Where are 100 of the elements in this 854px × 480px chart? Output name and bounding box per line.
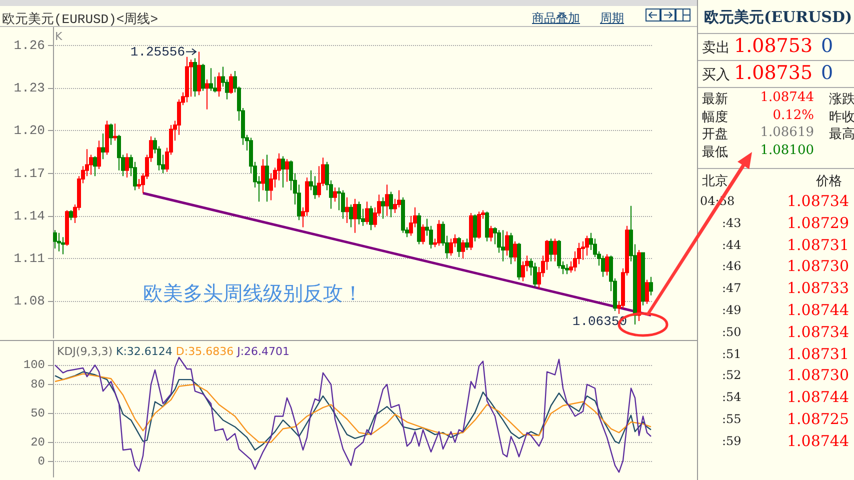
candlestick (509, 232, 513, 265)
text: D:35.6836 (176, 345, 235, 358)
text: :52 (722, 368, 742, 382)
candlestick (57, 232, 61, 252)
text: 幅度 (702, 108, 728, 126)
candlestick (365, 201, 369, 225)
candlestick (513, 240, 517, 262)
candlestick (345, 196, 349, 224)
candlestick (489, 225, 493, 242)
y-tick-label: 100 (23, 358, 45, 372)
y-tick-label: 20 (30, 435, 45, 450)
candlestick (505, 230, 509, 256)
text: 1.08100 (760, 142, 814, 158)
text: :43 (722, 216, 742, 230)
candlestick (465, 238, 469, 250)
candlestick (201, 63, 205, 92)
candlestick (209, 68, 213, 92)
text: 1.08729 (786, 214, 849, 232)
candlestick (333, 186, 337, 202)
candlestick (449, 238, 453, 256)
text: :46 (722, 259, 742, 274)
text: 0 (821, 62, 834, 84)
text: 最低 (702, 144, 728, 160)
candlestick (109, 123, 113, 146)
y-tick-label: 0 (38, 454, 45, 469)
candlestick (437, 220, 441, 246)
candlestick (349, 204, 353, 228)
text: 1.08725 (786, 410, 849, 428)
text: 1.08744 (760, 90, 814, 105)
candlestick (113, 123, 117, 142)
y-tick-label: 1.26 (14, 38, 45, 53)
candlestick (645, 279, 649, 304)
candlestick (205, 79, 209, 110)
candlestick (549, 238, 553, 262)
y-tick-label: 1.11 (14, 250, 46, 266)
y-tick-label: 1.08 (14, 294, 45, 309)
text: 1.08733 (786, 279, 849, 298)
candlestick (93, 156, 97, 177)
candlestick (125, 152, 129, 178)
text: K:32.6124 (116, 345, 174, 358)
y-tick-label: 1.23 (14, 80, 45, 96)
y-tick-label: 1.20 (14, 123, 45, 138)
text: 卖出 (702, 39, 730, 57)
candlestick (357, 201, 361, 225)
candlestick (501, 230, 505, 262)
y-tick-label: 1.17 (14, 166, 45, 181)
text: 1.08731 (786, 236, 849, 254)
candlestick (605, 254, 609, 276)
candlestick (229, 73, 233, 94)
text: 1.08744 (786, 432, 849, 450)
text: 1.08731 (786, 344, 849, 363)
text: 1.08734 (786, 192, 849, 210)
candlestick (385, 184, 389, 216)
y-tick-label: 80 (30, 377, 45, 392)
candlestick (553, 238, 557, 262)
candlestick (381, 196, 385, 220)
text: 欧元美元(EURUSD) (704, 8, 852, 27)
text: 1.08735 (734, 62, 813, 84)
candlestick (285, 158, 289, 182)
candlestick (457, 236, 461, 258)
candlestick (601, 255, 605, 278)
line-series (54, 356, 652, 473)
candlestick (389, 191, 393, 218)
text: :51 (722, 346, 742, 361)
text: 商品叠加 (532, 10, 580, 27)
annotation: 1.25556 (130, 44, 185, 60)
candlestick (533, 262, 537, 288)
text: 开盘 (702, 126, 728, 143)
text: J:26.4701 (237, 345, 290, 358)
candlestick (585, 235, 589, 256)
text: 最新 (702, 91, 728, 108)
chart-title: 欧元美元(EURUSD)<周线> (2, 11, 158, 28)
text: 0.12% (772, 108, 814, 122)
candlestick (477, 211, 481, 240)
text: :50 (722, 324, 742, 339)
candlestick (53, 230, 57, 250)
candlestick (261, 158, 265, 191)
text: :59 (722, 434, 742, 448)
candlestick (369, 205, 373, 231)
text: :54 (722, 390, 742, 404)
text: 1.08619 (760, 125, 814, 140)
candlestick (473, 214, 477, 242)
text: :44 (722, 238, 742, 252)
text: :47 (722, 281, 742, 296)
annotation: K (55, 30, 63, 43)
candlestick (565, 264, 569, 275)
text: :55 (722, 412, 742, 426)
candlestick (461, 240, 465, 259)
annotation: 欧美多头周线级别反攻！ (143, 281, 363, 305)
candlestick (101, 133, 105, 160)
text: 1.08744 (786, 388, 849, 406)
candlestick (353, 198, 357, 234)
candlestick (281, 156, 285, 188)
text: 1.08730 (786, 257, 849, 276)
candlestick (69, 210, 73, 221)
candlestick (421, 224, 425, 245)
candlestick (61, 236, 65, 255)
text: :49 (722, 303, 742, 317)
text: 价格 (816, 173, 842, 190)
candlestick (217, 72, 221, 98)
